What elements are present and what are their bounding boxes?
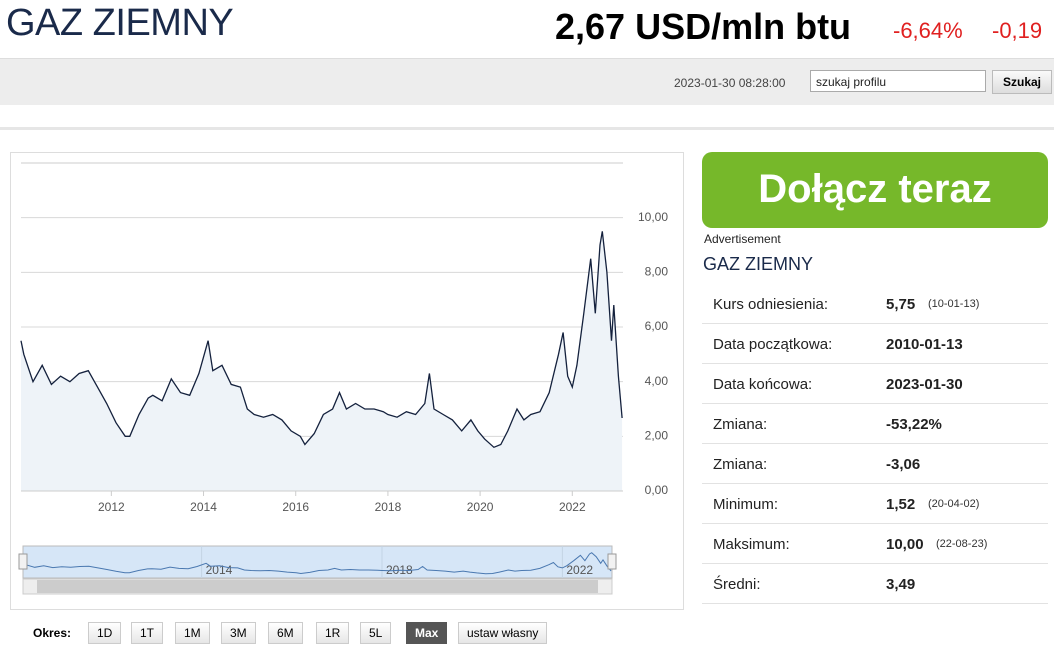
stat-value: 3,49	[886, 576, 916, 593]
ad-button[interactable]: Dołącz teraz	[702, 152, 1048, 228]
navigator-handle	[18, 553, 28, 570]
period-button[interactable]: 1R	[316, 622, 350, 644]
y-tick-label: 2,00	[645, 429, 669, 443]
stats-row: Minimum: 1,52 (20-04-02)	[702, 484, 1048, 524]
period-label: Okres:	[33, 626, 72, 640]
stat-note: (10-01-13)	[928, 298, 980, 310]
stat-label: Zmiana:	[713, 456, 768, 473]
y-tick-label: 6,00	[645, 319, 669, 333]
stat-label: Minimum:	[713, 496, 779, 513]
stat-note: (20-04-02)	[928, 498, 980, 510]
x-tick-label: 2012	[98, 500, 125, 514]
instrument-title: GAZ ZIEMNY	[6, 2, 234, 44]
stat-value: 1,52	[886, 496, 916, 513]
stats-row: Średni: 3,49	[702, 564, 1048, 604]
stat-label: Zmiana:	[713, 416, 768, 433]
ad-alt-text: Advertisement	[704, 232, 781, 246]
change-absolute: -0,19	[992, 18, 1043, 43]
stats-row: Zmiana: -53,22%	[702, 404, 1048, 444]
divider	[0, 127, 1054, 130]
x-tick-label: 2014	[190, 500, 217, 514]
x-tick-label: 2016	[282, 500, 309, 514]
stats-row: Zmiana: -3,06	[702, 444, 1048, 484]
navigator-tick-label: 2022	[566, 563, 593, 577]
period-button[interactable]: ustaw własny	[458, 622, 548, 644]
period-button[interactable]: 3M	[221, 622, 256, 644]
scrollbar-thumb	[37, 580, 598, 593]
x-tick-label: 2022	[559, 500, 586, 514]
stat-value: 5,75	[886, 296, 916, 313]
stats-table: Kurs odniesienia: 5,75 (10-01-13) Data pocz…	[702, 284, 1048, 604]
stats-title: GAZ ZIEMNY	[703, 254, 814, 274]
chart-panel: 0,00 2,00 4,00 6,00 8,00 10,00 2012 2014 2016 201…	[10, 152, 684, 610]
y-tick-label: 4,00	[645, 374, 669, 388]
change-percent: -6,64%	[893, 18, 963, 43]
stat-note: (22-08-23)	[936, 538, 988, 550]
stat-label: Średni:	[713, 576, 761, 593]
stats-row: Kurs odniesienia: 5,75 (10-01-13)	[702, 284, 1048, 324]
chart: 0,00 2,00 4,00 6,00 8,00 10,00 2012 2014 2016 201…	[18, 162, 669, 595]
navigator-handle	[607, 553, 617, 570]
price-line	[20, 231, 623, 449]
y-tick-label: 10,00	[638, 210, 668, 224]
stats-row: Data końcowa: 2023-01-30	[702, 364, 1048, 404]
period-button[interactable]: 1T	[131, 622, 164, 644]
stat-label: Maksimum:	[713, 536, 790, 553]
period-button[interactable]: 6M	[268, 622, 303, 644]
stats-row: Data początkowa: 2010-01-13	[702, 324, 1048, 364]
stats-row: Maksimum: 10,00 (22-08-23)	[702, 524, 1048, 564]
stat-value: 2010-01-13	[886, 336, 963, 353]
navigator-bg	[22, 545, 613, 579]
stat-label: Data początkowa:	[713, 336, 833, 353]
stat-value: -3,06	[886, 456, 921, 473]
stat-value: 10,00	[886, 536, 924, 553]
x-tick-label: 2020	[467, 500, 494, 514]
price: 2,67 USD/mln btu	[555, 6, 852, 47]
period-button[interactable]: Max	[406, 622, 448, 644]
stat-label: Kurs odniesienia:	[713, 296, 829, 313]
navigator-line	[22, 552, 612, 575]
stat-value: -53,22%	[886, 416, 942, 433]
period-button[interactable]: 5L	[360, 622, 392, 644]
price-area	[21, 231, 623, 492]
stat-value: 2023-01-30	[886, 376, 963, 393]
period-button[interactable]: 1D	[88, 622, 122, 644]
period-button[interactable]: 1M	[175, 622, 210, 644]
y-tick-label: 0,00	[645, 483, 669, 497]
x-tick-label: 2018	[375, 500, 402, 514]
search-button[interactable]: Szukaj	[992, 70, 1052, 94]
stat-label: Data końcowa:	[713, 376, 813, 393]
search-input[interactable]: szukaj profilu	[810, 70, 986, 92]
y-tick-label: 8,00	[645, 265, 669, 279]
timestamp: 2023-01-30 08:28:00	[674, 76, 786, 90]
